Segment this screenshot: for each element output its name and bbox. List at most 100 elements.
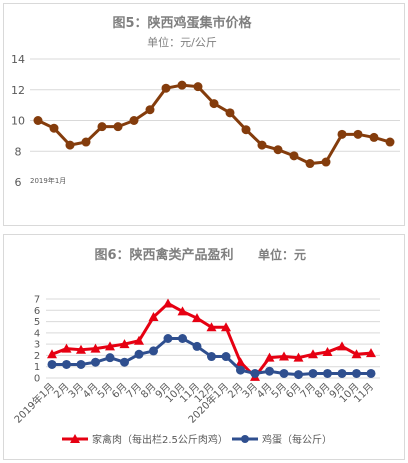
egg-profit-point — [323, 368, 332, 378]
egg-price-point — [289, 151, 299, 161]
poultry-profit-point — [351, 349, 362, 359]
egg-profit-point — [366, 368, 376, 378]
chart2-title: 图6：陕西禽类产品盈利 — [94, 247, 233, 263]
egg-profit-point — [134, 349, 144, 359]
legend-item-egg: 鸡蛋（每公斤） — [232, 433, 332, 446]
poultry-profit-point — [90, 343, 101, 353]
poultry-profit-point — [177, 306, 188, 316]
poultry-profit-point — [293, 352, 304, 362]
legend-poultry-label: 家禽肉（每出栏2.5公斤肉鸡） — [92, 433, 228, 446]
poultry-profit-point — [322, 347, 333, 357]
y-tick-label: 2 — [34, 351, 40, 362]
egg-price-point — [305, 159, 315, 169]
triangle-marker-icon — [70, 434, 80, 443]
egg-price-point — [65, 140, 75, 150]
egg-profit-point — [221, 352, 231, 362]
legend-egg-label: 鸡蛋（每公斤） — [262, 433, 332, 446]
egg-price-point — [129, 116, 139, 125]
egg-price-point — [97, 122, 107, 132]
chart1-subtitle: 单位：元/公斤 — [147, 35, 217, 49]
egg-price-point — [385, 137, 395, 147]
egg-price-point — [33, 116, 43, 125]
egg-price-point — [81, 137, 91, 147]
egg-price-point — [49, 123, 59, 133]
egg-price-point — [321, 157, 331, 167]
egg-price-point — [177, 80, 187, 90]
egg-price-point — [273, 145, 283, 155]
y-tick-label: 3 — [34, 340, 40, 351]
egg-profit-point — [207, 352, 216, 362]
poultry-profit-point — [279, 351, 289, 361]
poultry-profit-point — [163, 298, 173, 308]
egg-profit-point — [178, 334, 187, 343]
egg-profit-point — [250, 368, 260, 378]
y-tick-label: 4 — [34, 328, 40, 339]
egg-profit-point — [149, 346, 158, 356]
poultry-profit-point — [119, 339, 130, 349]
poultry-profit-point — [47, 349, 57, 359]
y-tick-label: 6 — [15, 176, 22, 189]
egg-profit-point — [352, 368, 361, 378]
egg-profit-point — [47, 359, 57, 369]
egg-profit-point — [265, 366, 274, 376]
legend-item-poultry: 家禽肉（每出栏2.5公斤肉鸡） — [62, 433, 228, 446]
x-tick-label: 2019年1月 — [11, 380, 57, 426]
chart1-title: 图5：陕西鸡蛋集市价格 — [112, 15, 252, 31]
egg-price-point — [145, 105, 155, 115]
y-tick-label: 12 — [11, 84, 25, 97]
series-egg — [47, 334, 376, 380]
egg-profit-point — [62, 359, 71, 369]
egg-profit-point — [308, 368, 318, 378]
poultry-profit-point — [148, 312, 159, 322]
y-tick-label: 14 — [11, 53, 25, 66]
egg-price-point — [193, 82, 203, 92]
egg-profit-point — [76, 359, 86, 369]
egg-price-point — [369, 132, 379, 142]
egg-profit-point — [192, 341, 202, 351]
y-tick-label: 1 — [34, 362, 40, 373]
circle-marker-icon — [241, 435, 249, 443]
poultry-profit-point — [105, 341, 115, 351]
egg-price-point — [241, 125, 251, 135]
egg-price-chart-panel: 图5：陕西鸡蛋集市价格 单位：元/公斤 6 8 10 12 14 2019年1月 — [3, 3, 405, 226]
egg-profit-point — [105, 353, 115, 363]
y-tick-label: 10 — [11, 115, 25, 128]
egg-price-point — [113, 122, 123, 132]
poultry-profit-line — [51, 301, 372, 380]
y-tick-label: 7 — [34, 295, 40, 306]
series-poultry — [47, 298, 376, 381]
egg-profit-point — [236, 365, 245, 375]
egg-profit-point — [163, 334, 173, 343]
poultry-profit-point — [192, 313, 202, 323]
poultry-profit-point — [61, 343, 72, 353]
poultry-profit-point — [264, 352, 275, 362]
poultry-profit-point — [134, 335, 144, 345]
y-tick-label: 6 — [34, 306, 40, 317]
egg-price-point — [257, 140, 267, 150]
y-tick-label: 5 — [34, 317, 40, 328]
egg-price-point — [337, 129, 347, 139]
egg-profit-point — [294, 370, 303, 380]
egg-price-point — [209, 99, 219, 109]
poultry-profit-point — [308, 349, 318, 359]
egg-profit-point — [279, 368, 289, 378]
chart1-start-annotation: 2019年1月 — [30, 176, 66, 185]
y-tick-label: 0 — [34, 374, 40, 385]
egg-price-point — [161, 83, 171, 93]
egg-price-point — [225, 108, 235, 118]
egg-price-chart: 图5：陕西鸡蛋集市价格 单位：元/公斤 6 8 10 12 14 2019年1月 — [11, 15, 400, 189]
poultry-profit-point — [366, 348, 376, 358]
egg-profit-point — [91, 357, 100, 367]
poultry-profit-point — [76, 344, 86, 354]
poultry-profit-point — [337, 341, 347, 351]
y-tick-label: 8 — [15, 145, 22, 158]
chart2-legend: 家禽肉（每出栏2.5公斤肉鸡） 鸡蛋（每公斤） — [62, 433, 332, 446]
egg-price-point — [353, 129, 363, 139]
egg-price-line — [37, 83, 391, 166]
poultry-profit-point — [221, 322, 231, 332]
poultry-profit-point — [206, 322, 217, 332]
egg-profit-point — [337, 368, 347, 378]
egg-profit-point — [120, 357, 129, 367]
